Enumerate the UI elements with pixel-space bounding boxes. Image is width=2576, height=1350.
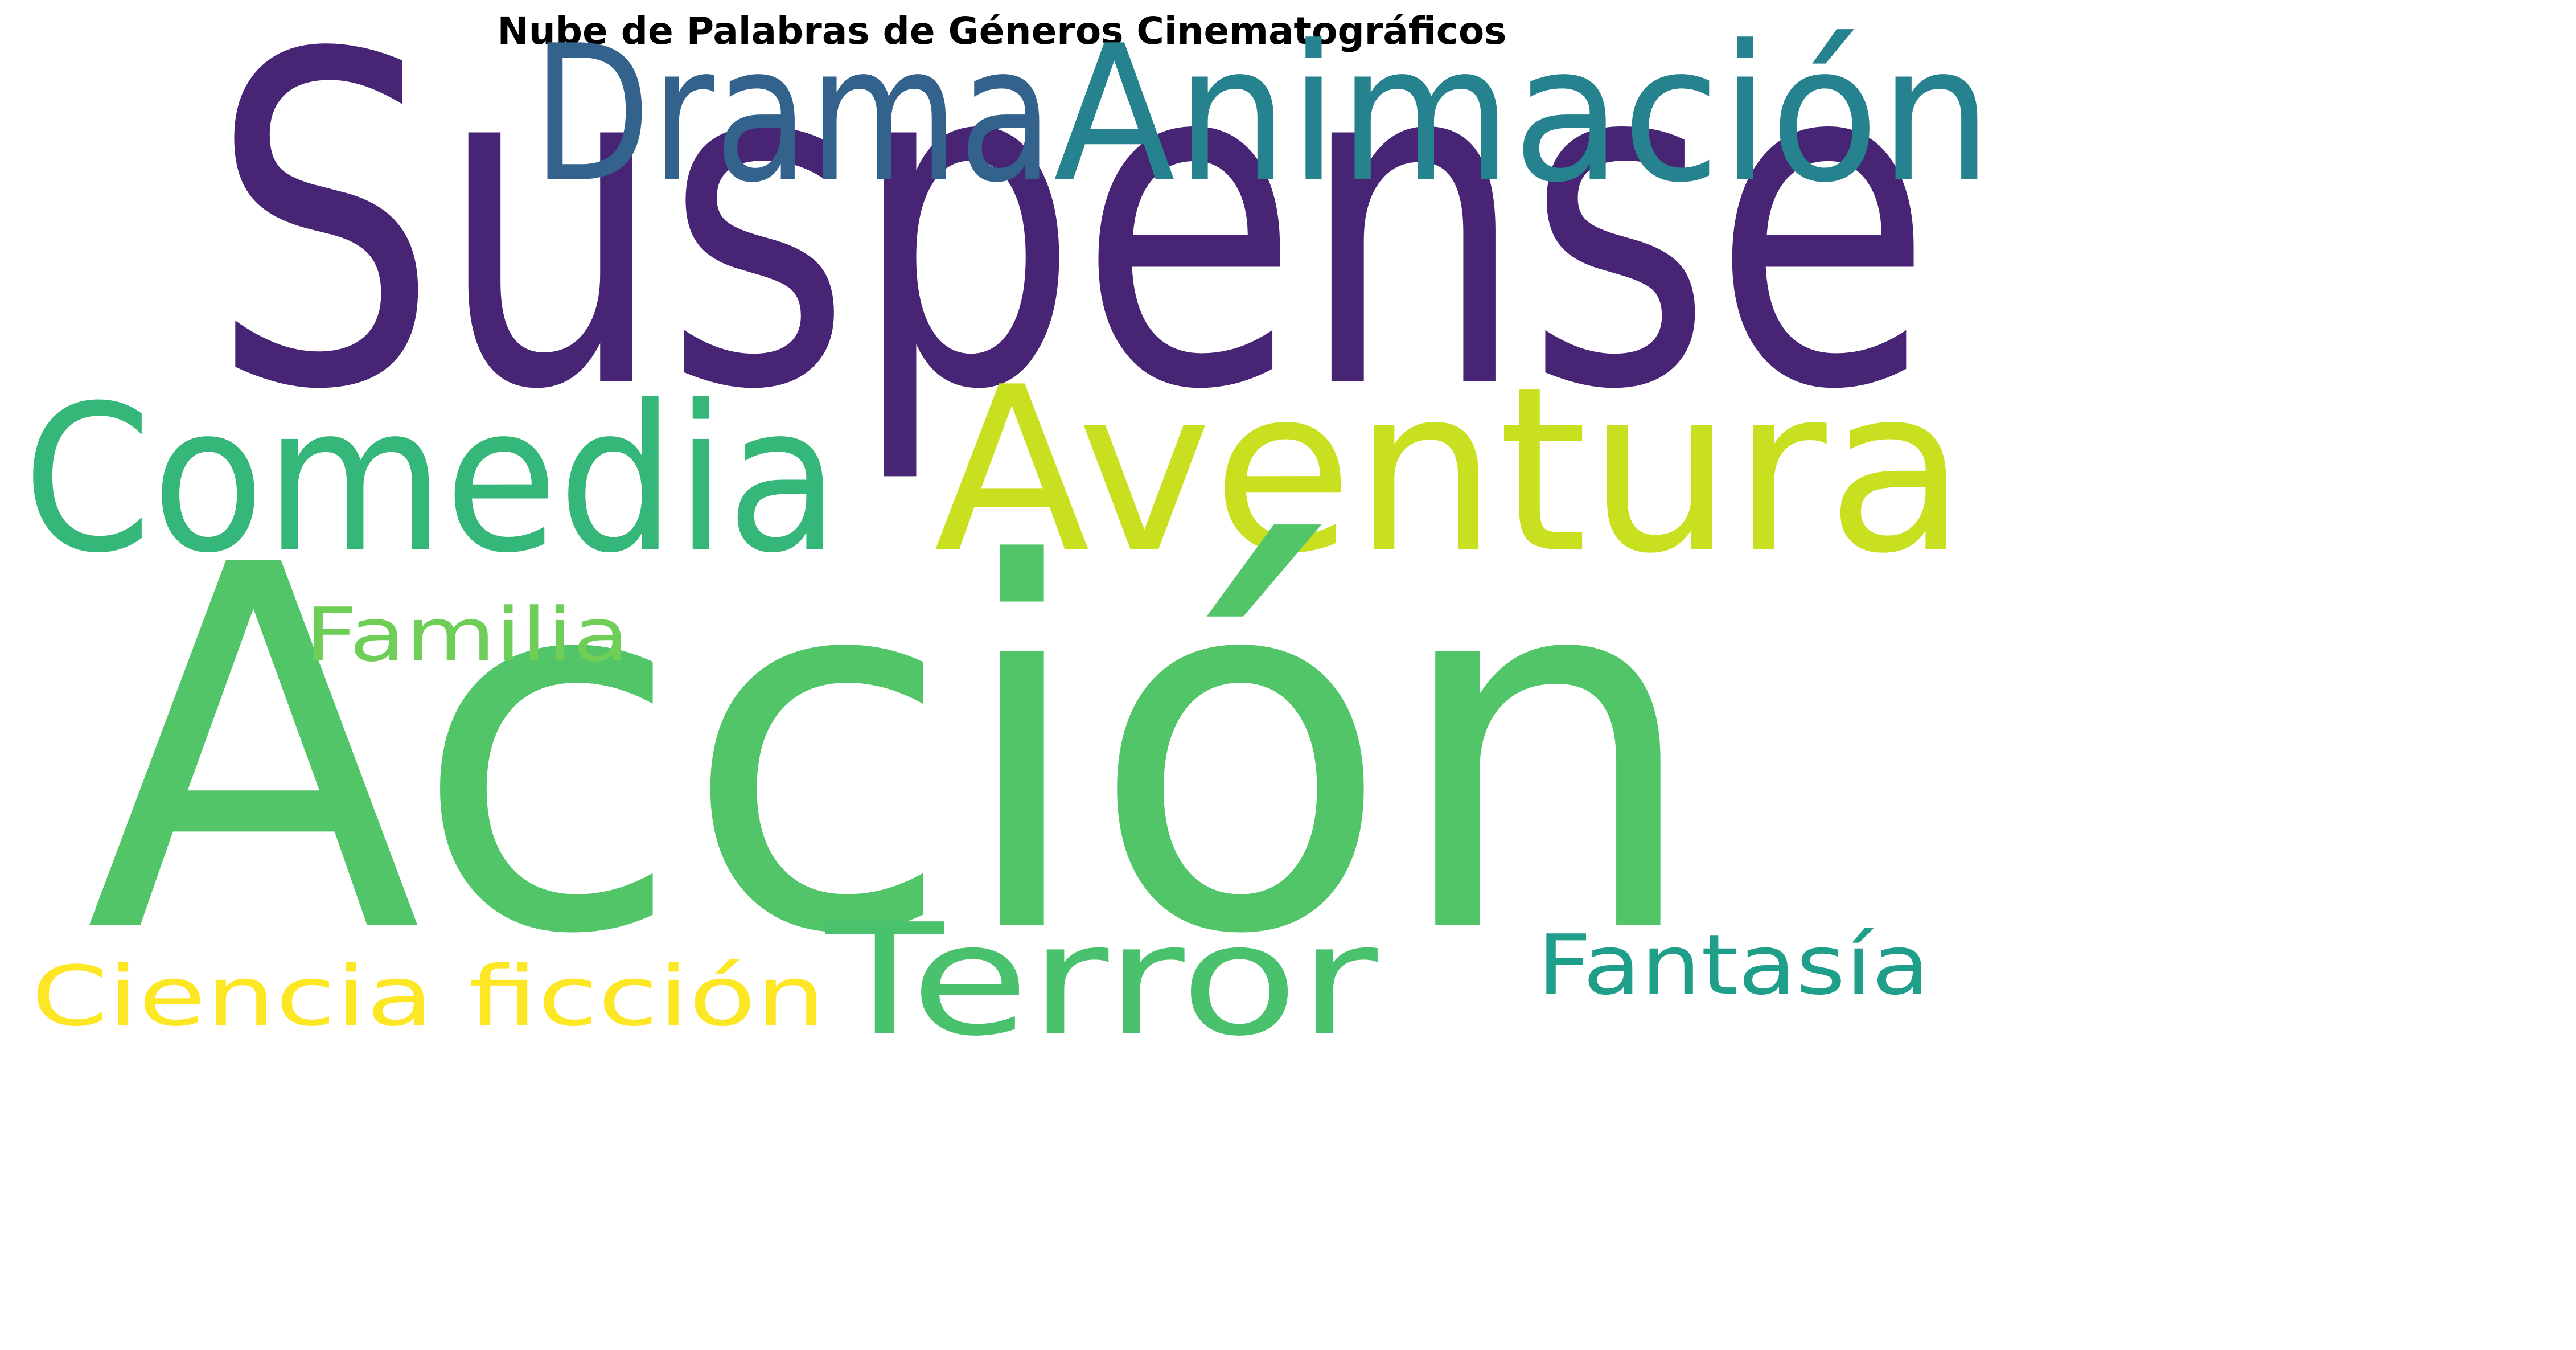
word-terror: Terror: [823, 891, 1380, 1053]
chart-title: Nube de Palabras de Géneros Cinematográf…: [497, 9, 1507, 53]
word-ciencia-ficcion: Ciencia ficción: [31, 949, 825, 1045]
word-cloud: Suspense Drama Animación Comedia Aventur…: [23, 0, 1992, 1053]
word-suspense: Suspense: [211, 0, 1933, 489]
word-familia: Familia: [305, 592, 629, 678]
word-accion: Acción: [85, 460, 1702, 1044]
word-animacion: Animación: [1053, 5, 1992, 224]
word-fantasia: Fantasía: [1537, 917, 1930, 1013]
word-aventura: Aventura: [934, 339, 1967, 604]
word-comedia: Comedia: [23, 362, 840, 597]
word-drama: Drama: [532, 5, 1053, 224]
